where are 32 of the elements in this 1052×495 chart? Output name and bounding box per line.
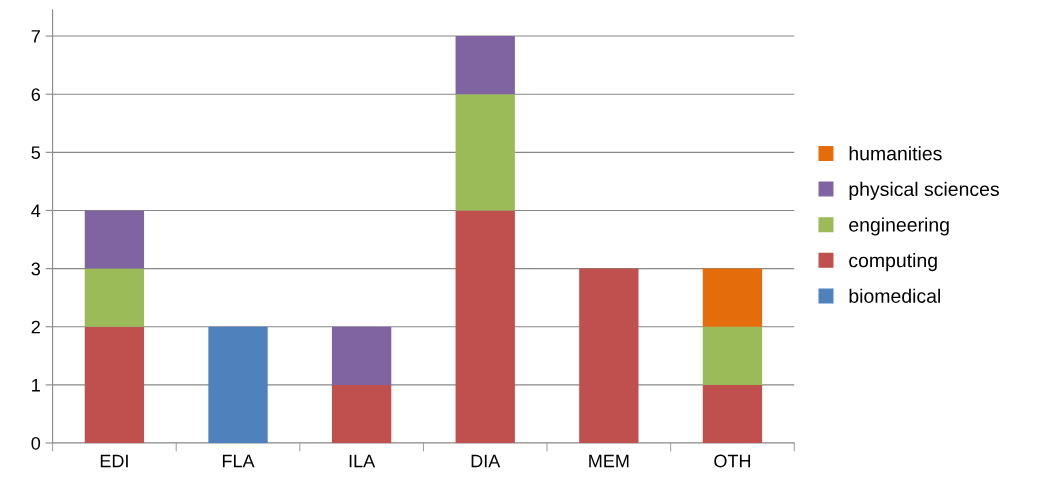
- bar: [84, 326, 145, 444]
- legend-label: physical sciences: [849, 181, 999, 200]
- bar: [331, 384, 392, 444]
- legend-label: biomedical: [849, 288, 940, 303]
- legend-label: engineering: [849, 217, 949, 236]
- y-tick-label: 4: [31, 204, 41, 218]
- y-tick-label: 5: [31, 146, 41, 160]
- legend-label: humanities: [849, 146, 942, 161]
- bar: [208, 326, 268, 444]
- bar: [702, 384, 763, 444]
- y-tick-label: 7: [31, 30, 40, 43]
- legend-label: computing: [849, 253, 937, 272]
- bar: [455, 36, 515, 95]
- bar: [455, 94, 515, 211]
- y-tick-label: 0: [31, 436, 41, 450]
- bar: [579, 268, 639, 444]
- bar: [331, 326, 392, 385]
- bar: [455, 210, 515, 444]
- y-tick-label: 6: [31, 88, 40, 101]
- y-tick-label: 1: [32, 379, 40, 392]
- y-tick-label: 3: [31, 262, 40, 276]
- x-tick-label: EDI: [100, 454, 128, 468]
- y-tick-label: 2: [31, 320, 40, 334]
- bar: [84, 210, 145, 269]
- bar: [702, 268, 763, 327]
- x-tick-label: ILA: [349, 454, 376, 468]
- bar: [702, 326, 763, 385]
- bar: [84, 268, 145, 327]
- x-tick-label: MEM: [589, 454, 629, 468]
- x-tick-label: OTH: [714, 454, 751, 468]
- x-tick-label: DIA: [471, 454, 501, 468]
- x-tick-label: FLA: [222, 454, 255, 468]
